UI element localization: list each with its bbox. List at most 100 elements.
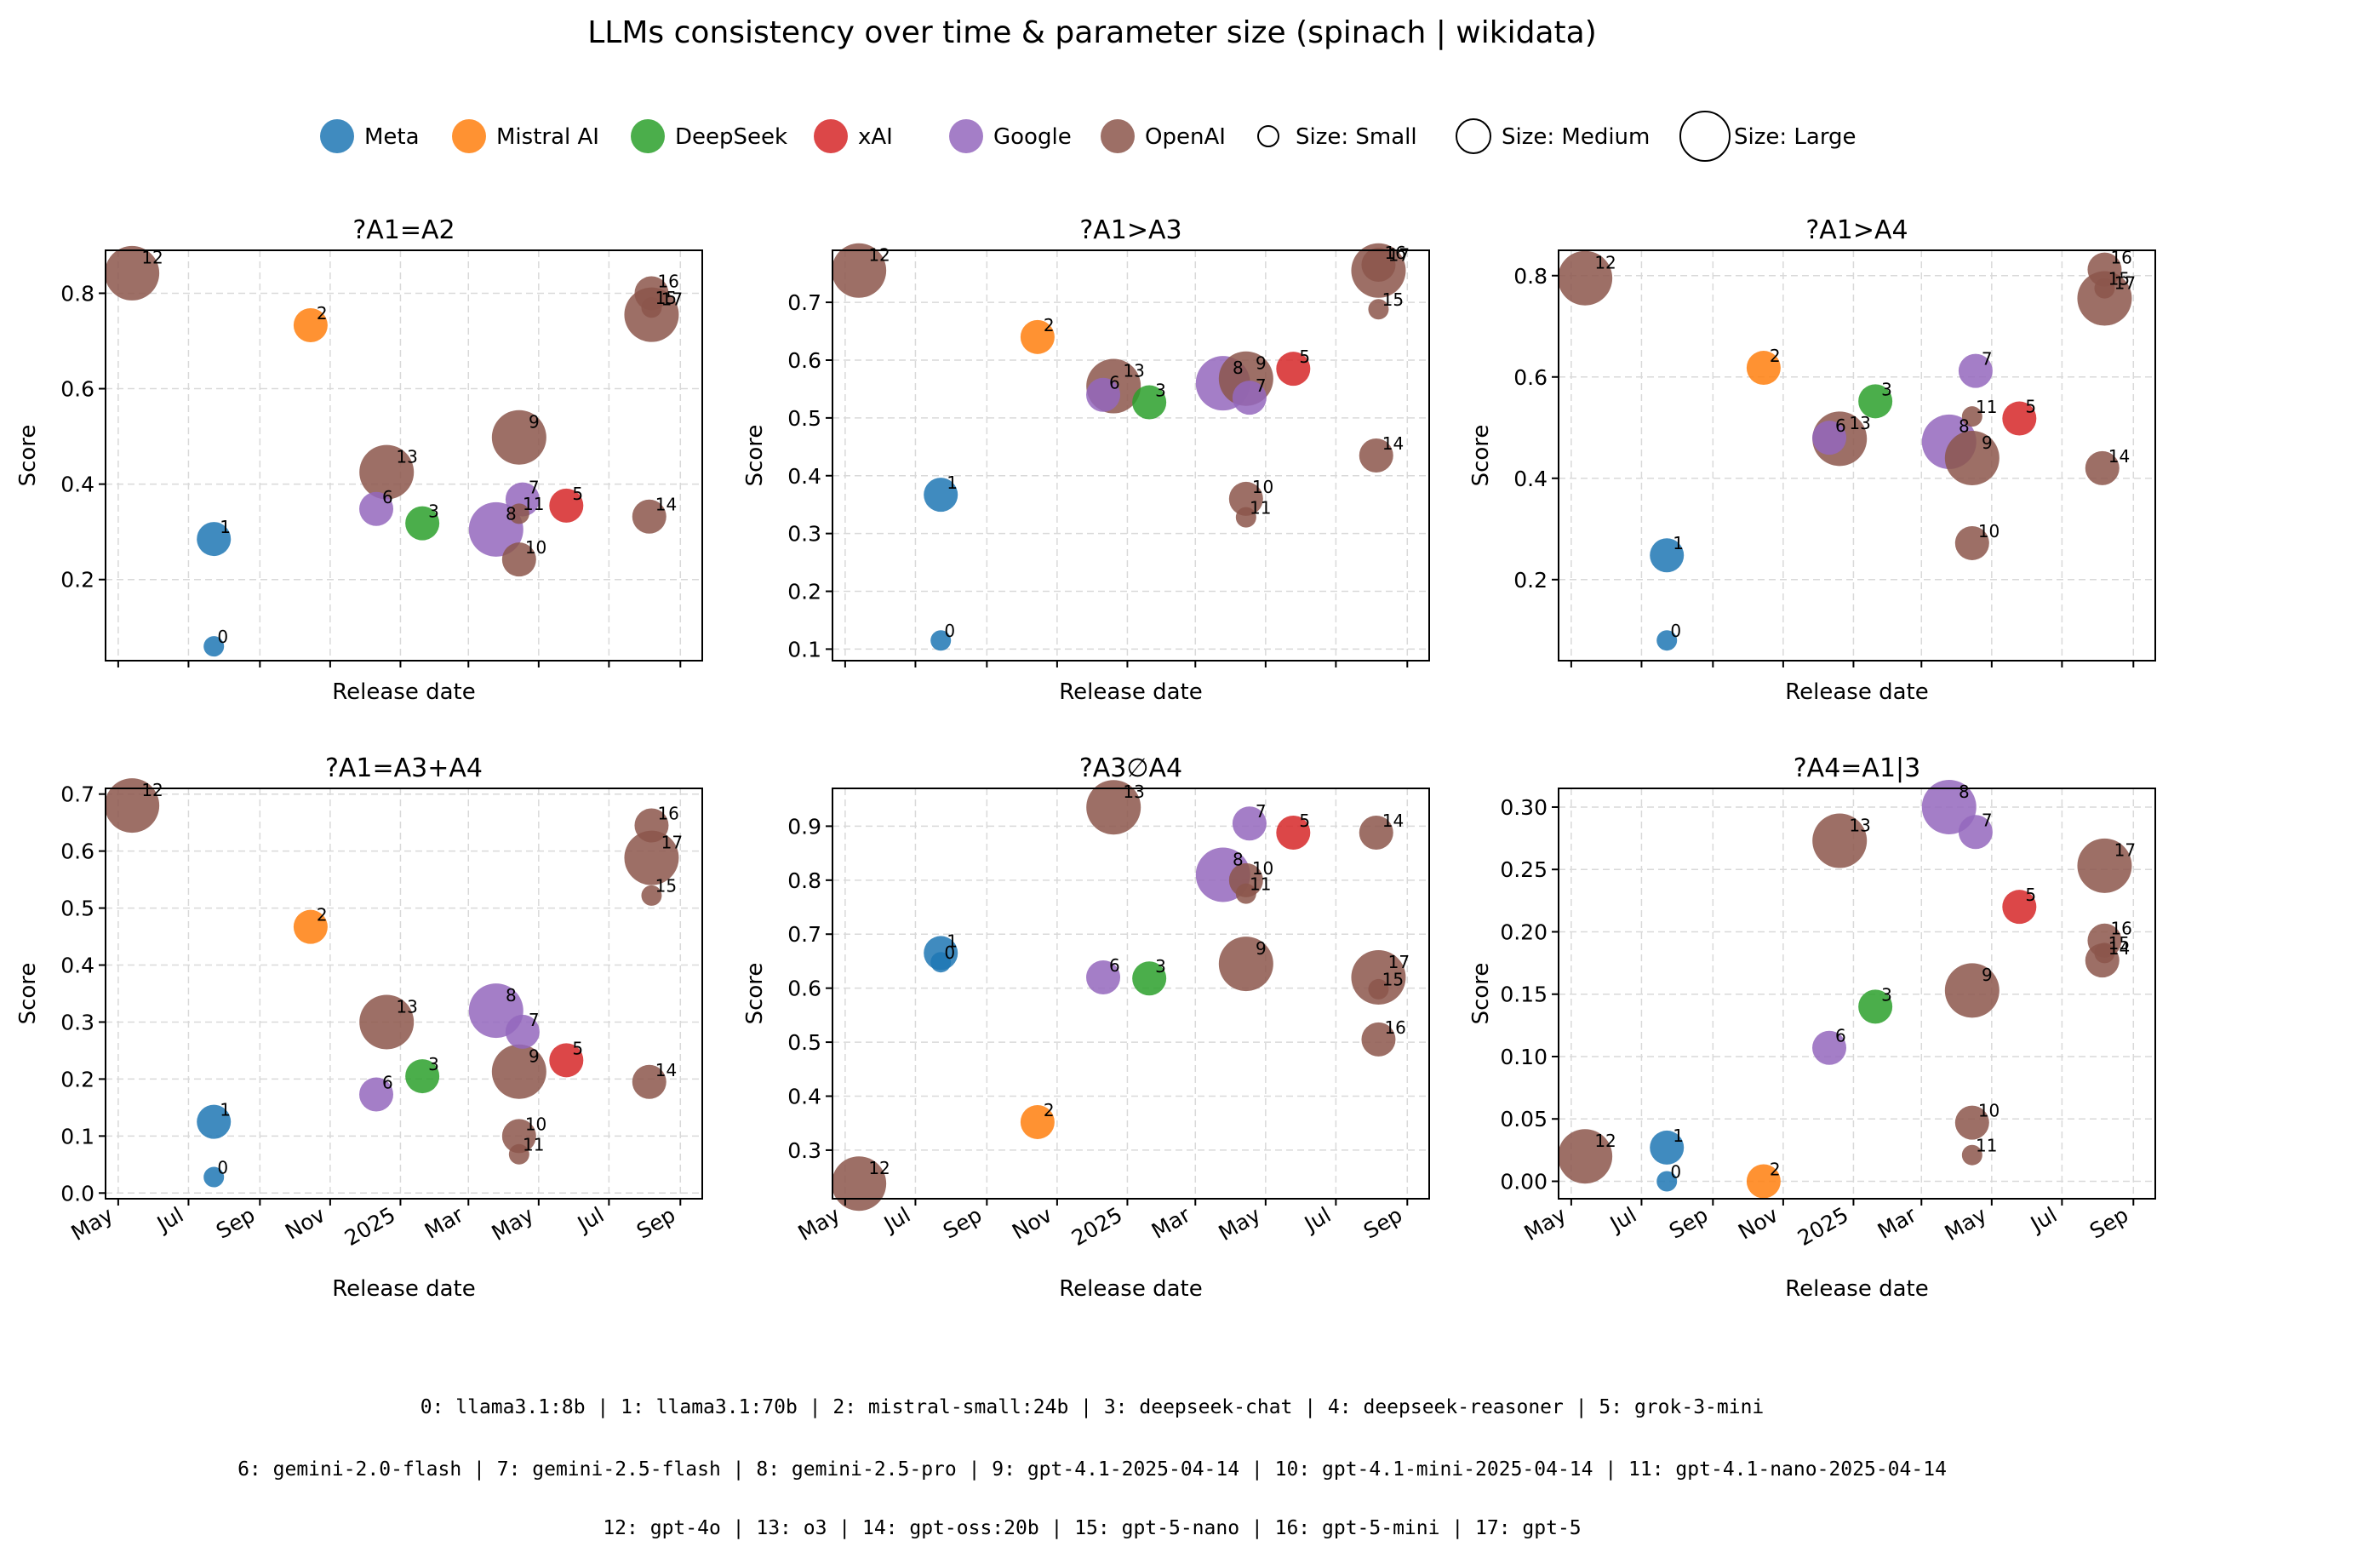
data-point-gpt-4-1-nano-2025-04-14 — [1235, 507, 1256, 528]
point-label: 7 — [1256, 801, 1267, 822]
y-tick-label: 0.5 — [60, 897, 94, 921]
y-tick-label: 0.25 — [1500, 857, 1548, 882]
point-label: 8 — [1959, 782, 1970, 802]
point-label: 15 — [2108, 268, 2130, 289]
footer-line-3: 12: gpt-4o | 13: o3 | 14: gpt-oss:20b | … — [603, 1517, 1581, 1539]
data-point-grok-3-mini — [1276, 352, 1311, 387]
data-point-gpt-5-mini — [1361, 247, 1396, 282]
data-point-mistral-small-24b — [1746, 1164, 1781, 1199]
subplot-4: 01235678910111213141516170.00.10.20.30.4… — [15, 753, 703, 1302]
point-label: 13 — [1849, 413, 1870, 433]
x-tick-label: Mar — [1147, 1202, 1195, 1244]
y-tick-label: 0.8 — [787, 868, 821, 893]
point-label: 7 — [1982, 810, 1993, 830]
point-label: 16 — [1384, 1017, 1405, 1038]
legend-marker-deepseek — [631, 119, 665, 153]
data-point-gpt-5 — [2077, 838, 2132, 893]
y-tick-label: 0.7 — [787, 290, 821, 315]
y-axis-label: Score — [15, 963, 41, 1025]
data-point-mistral-small-24b — [1746, 351, 1781, 386]
data-point-mistral-small-24b — [293, 909, 328, 944]
point-label: 3 — [1881, 984, 1892, 1005]
y-tick-label: 0.15 — [1500, 982, 1548, 1007]
x-tick-label: Jul — [152, 1202, 187, 1237]
x-tick-label: Mar — [421, 1202, 468, 1244]
point-label: 15 — [655, 288, 677, 308]
legend-label: Google — [993, 124, 1072, 150]
y-axis-label: Score — [15, 425, 41, 487]
point-label: 13 — [1123, 360, 1144, 381]
data-point-gemini-2-0-flash — [1086, 377, 1121, 412]
point-label: 0 — [217, 627, 228, 647]
point-label: 14 — [1382, 433, 1404, 454]
y-tick-label: 0.9 — [787, 814, 821, 839]
legend: Meta Mistral AI DeepSeek xAI Google OpenAI Siz… — [320, 111, 1857, 162]
x-axis-label: Release date — [1785, 679, 1928, 705]
point-label: 16 — [1384, 243, 1405, 263]
point-label: 13 — [396, 446, 417, 467]
point-label: 17 — [1388, 952, 1410, 972]
point-label: 3 — [1155, 381, 1166, 401]
model-index-footer: 0: llama3.1:8b | 1: llama3.1:70b | 2: mi… — [237, 1396, 1947, 1539]
data-point-gpt-4-1-nano-2025-04-14 — [1961, 1144, 1982, 1166]
point-label: 5 — [1299, 811, 1310, 831]
subplot-5: 01235678910111213141516170.30.40.50.60.7… — [742, 753, 1430, 1302]
data-point-gemini-2-5-flash — [505, 1014, 540, 1049]
x-tick-label: May — [1215, 1202, 1265, 1246]
subplot-title: ?A3∅A4 — [1079, 753, 1182, 783]
data-point-gpt-oss-20b — [1359, 438, 1393, 473]
data-point-o3 — [1812, 813, 1868, 868]
y-tick-label: 0.2 — [787, 580, 821, 604]
subplot-title: ?A1=A2 — [352, 215, 455, 245]
data-point-gpt-4-1-2025-04-14 — [491, 1044, 546, 1099]
point-label: 10 — [1978, 521, 2000, 541]
legend-label: Size: Medium — [1502, 124, 1650, 150]
data-point-gemini-2-0-flash — [1812, 421, 1847, 455]
data-point-mistral-small-24b — [1020, 1104, 1055, 1139]
point-label: 6 — [382, 1072, 393, 1092]
data-point-gemini-2-0-flash — [359, 491, 394, 526]
subplot-title: ?A1>A3 — [1079, 215, 1181, 245]
data-point-gpt-5-mini — [634, 276, 669, 311]
y-tick-label: 0.4 — [60, 473, 94, 497]
y-tick-label: 0.3 — [787, 522, 821, 547]
point-label: 5 — [572, 1038, 583, 1058]
y-tick-label: 0.05 — [1500, 1107, 1548, 1131]
x-tick-label: Jul — [2025, 1202, 2061, 1237]
x-tick-label: Jul — [1605, 1202, 1640, 1237]
point-label: 9 — [1982, 433, 1993, 453]
x-tick-label: Nov — [1734, 1202, 1782, 1245]
data-point-gpt-4-1-mini-2025-04-14 — [1954, 525, 1989, 560]
point-label: 1 — [220, 1100, 231, 1120]
data-point-gpt-5-nano — [641, 297, 662, 318]
y-tick-label: 0.4 — [1513, 467, 1548, 491]
data-point-o3 — [359, 994, 415, 1050]
point-label: 12 — [868, 245, 890, 266]
x-tick-label: Sep — [1359, 1202, 1406, 1244]
point-label: 11 — [1976, 1136, 1997, 1156]
y-tick-label: 0.30 — [1500, 795, 1548, 820]
subplot-6: 01235678910111213141516170.000.050.100.1… — [1468, 753, 2156, 1302]
point-label: 10 — [1252, 477, 1273, 497]
point-label: 9 — [529, 412, 540, 433]
data-point-grok-3-mini — [1276, 816, 1311, 851]
x-tick-label: May — [67, 1202, 117, 1246]
point-label: 8 — [1959, 416, 1970, 437]
data-point-llama3-1-8b — [930, 952, 952, 973]
data-point-gpt-oss-20b — [1359, 816, 1393, 851]
legend-item-meta: Meta — [320, 119, 420, 153]
data-point-deepseek-chat — [1132, 385, 1167, 420]
y-tick-label: 0.3 — [787, 1138, 821, 1163]
x-tick-label: 2025 — [1067, 1202, 1127, 1251]
y-tick-label: 0.2 — [60, 568, 94, 593]
data-point-llama3-1-70b — [1650, 1130, 1685, 1165]
data-point-grok-3-mini — [2002, 401, 2037, 436]
data-point-grok-3-mini — [549, 1043, 584, 1078]
legend-size-marker — [1679, 111, 1731, 162]
data-point-gpt-4-1-2025-04-14 — [1944, 430, 2000, 485]
legend-marker-google — [949, 119, 983, 153]
y-tick-label: 0.5 — [787, 406, 821, 431]
point-label: 13 — [396, 996, 417, 1017]
